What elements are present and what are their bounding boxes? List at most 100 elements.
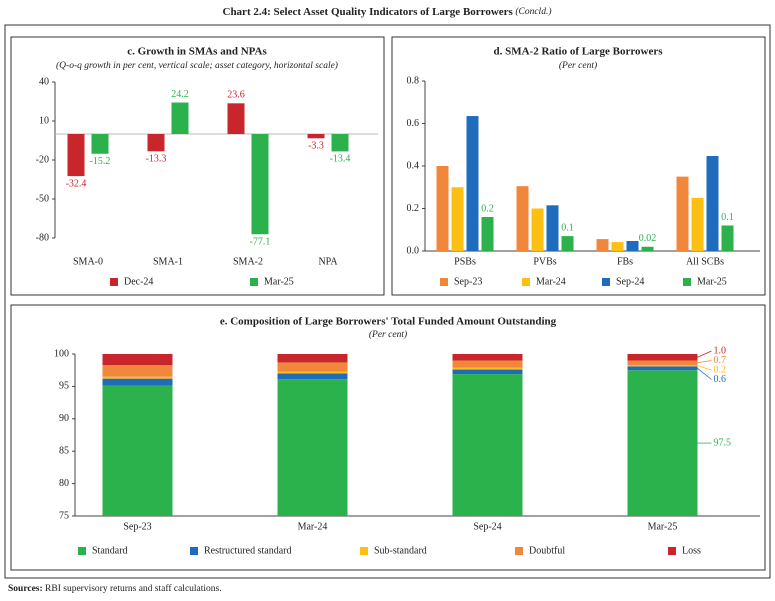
bar-segment — [102, 385, 173, 516]
y-tick-label: 0.4 — [407, 160, 420, 171]
y-tick-label: -80 — [36, 232, 49, 243]
panel-e — [10, 304, 766, 571]
x-tick-label: SMA-1 — [153, 256, 183, 267]
y-tick-label: 0.6 — [407, 118, 420, 129]
source-label: Sources: — [8, 584, 43, 594]
bar-segment — [627, 370, 698, 516]
y-tick-label: 80 — [59, 478, 69, 489]
data-label: 0.1 — [721, 212, 734, 223]
bar — [466, 116, 479, 251]
data-label: 23.6 — [227, 90, 245, 101]
y-tick-label: -20 — [36, 154, 49, 165]
legend-label: Dec-24 — [124, 276, 153, 287]
bar — [531, 208, 544, 251]
bar-segment — [277, 354, 348, 363]
x-tick-label: Mar-24 — [298, 521, 328, 532]
bar — [641, 246, 654, 251]
chart-title: d. SMA-2 Ratio of Large Borrowers — [493, 46, 663, 58]
legend-label: Mar-24 — [536, 276, 566, 287]
bar-segment — [627, 354, 698, 361]
legend-swatch — [360, 547, 368, 555]
legend-label: Sep-24 — [616, 276, 644, 287]
data-label: 0.2 — [714, 364, 727, 375]
leader-line — [697, 350, 712, 358]
legend-swatch — [668, 547, 676, 555]
bar-segment — [277, 371, 348, 374]
x-tick-label: Mar-25 — [648, 521, 678, 532]
bar — [561, 236, 574, 251]
data-label: -32.4 — [66, 178, 87, 189]
x-tick-label: FBs — [617, 256, 633, 267]
title-note: (Concld.) — [515, 6, 551, 17]
legend-label: Mar-25 — [264, 276, 294, 287]
y-tick-label: 75 — [59, 510, 69, 521]
x-tick-label: SMA-0 — [73, 256, 103, 267]
bar — [307, 134, 325, 139]
bar-segment — [452, 369, 523, 375]
bar-segment — [277, 379, 348, 516]
bar-segment — [452, 374, 523, 516]
legend-swatch — [440, 278, 448, 286]
legend-label: Loss — [682, 545, 701, 556]
x-tick-label: All SCBs — [686, 256, 724, 267]
x-tick-label: Sep-23 — [123, 521, 151, 532]
bar — [91, 134, 109, 154]
bar — [516, 186, 529, 251]
bar-segment — [452, 354, 523, 361]
legend-swatch — [190, 547, 198, 555]
chart-subtitle: (Q-o-q growth in per cent, vertical scal… — [56, 60, 338, 71]
data-label: -3.3 — [308, 141, 324, 152]
legend-swatch — [522, 278, 530, 286]
x-tick-label: PSBs — [454, 256, 476, 267]
legend-swatch — [250, 278, 258, 286]
data-label: 0.02 — [639, 233, 657, 244]
y-tick-label: 95 — [59, 381, 69, 392]
bar — [611, 242, 624, 251]
data-label: 0.7 — [714, 355, 727, 366]
y-tick-label: 40 — [39, 76, 49, 87]
bar — [546, 205, 559, 251]
bar-segment — [452, 367, 523, 370]
legend-swatch — [110, 278, 118, 286]
bar-segment — [102, 378, 173, 386]
y-tick-label: 85 — [59, 445, 69, 456]
bar — [147, 134, 165, 152]
page-title: Chart 2.4: Select Asset Quality Indicato… — [223, 6, 552, 18]
bar — [171, 102, 189, 134]
data-label: 24.2 — [171, 89, 189, 100]
data-label: 1.0 — [714, 345, 727, 356]
bar-segment — [102, 376, 173, 379]
data-label: 0.6 — [714, 374, 727, 385]
legend-label: Restructured standard — [204, 545, 291, 556]
legend-swatch — [515, 547, 523, 555]
leader-line — [697, 360, 712, 364]
y-tick-label: -50 — [36, 193, 49, 204]
title-main: Chart 2.4: Select Asset Quality Indicato… — [223, 6, 514, 18]
legend-label: Doubtful — [529, 545, 565, 556]
bar-segment — [277, 373, 348, 380]
bar — [596, 239, 609, 251]
data-label: -15.2 — [90, 156, 111, 167]
legend-label: Sub-standard — [374, 545, 427, 556]
x-tick-label: NPA — [318, 256, 338, 267]
y-tick-label: 0.8 — [407, 75, 420, 86]
bar — [721, 225, 734, 251]
bar — [706, 156, 719, 251]
bar — [451, 187, 464, 251]
legend-swatch — [602, 278, 610, 286]
bar — [227, 103, 245, 134]
bar-segment — [627, 366, 698, 371]
bar-segment — [277, 362, 348, 372]
bar — [481, 217, 494, 251]
chart-subtitle: (Per cent) — [369, 329, 407, 340]
x-tick-label: SMA-2 — [233, 256, 263, 267]
legend-swatch — [78, 547, 86, 555]
y-tick-label: 100 — [54, 348, 69, 359]
bar-segment — [627, 360, 698, 366]
bar — [67, 134, 85, 177]
leader-line — [697, 365, 712, 371]
leader-line — [697, 367, 712, 380]
data-label: -13.4 — [330, 154, 351, 165]
y-tick-label: 0.0 — [407, 245, 420, 256]
